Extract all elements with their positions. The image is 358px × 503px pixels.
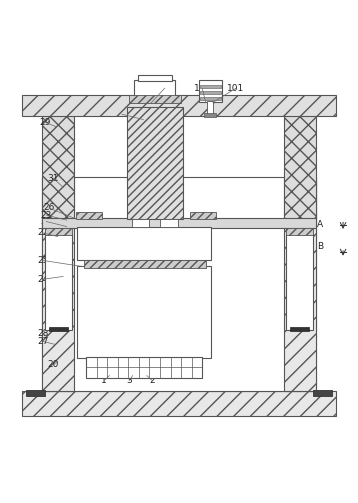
Bar <box>313 389 332 396</box>
Bar <box>26 389 45 396</box>
Text: A: A <box>317 220 323 229</box>
Text: 20: 20 <box>48 361 59 369</box>
Bar <box>77 267 211 359</box>
Text: 102: 102 <box>194 83 211 93</box>
Text: B: B <box>317 242 323 252</box>
Bar <box>42 114 74 219</box>
Text: 25: 25 <box>37 256 48 265</box>
Bar <box>284 177 316 390</box>
Bar <box>129 95 181 103</box>
Bar <box>204 113 216 117</box>
Bar <box>45 227 72 235</box>
Bar <box>42 218 316 228</box>
Bar <box>132 219 149 226</box>
Text: 101: 101 <box>227 83 245 93</box>
Bar <box>200 91 221 94</box>
Text: 31: 31 <box>48 174 59 183</box>
Bar <box>207 101 213 114</box>
Bar <box>42 177 316 390</box>
Text: 24: 24 <box>37 275 48 284</box>
Bar <box>22 95 336 116</box>
Bar <box>286 227 313 235</box>
Bar <box>200 85 221 88</box>
Bar <box>138 74 172 81</box>
Text: 100: 100 <box>156 83 173 93</box>
Text: 29: 29 <box>40 118 51 127</box>
Bar <box>84 260 206 268</box>
Bar <box>190 212 217 219</box>
Text: 30: 30 <box>116 110 128 119</box>
Bar <box>284 114 316 219</box>
Bar <box>127 107 183 219</box>
Bar <box>22 390 336 415</box>
Bar <box>49 327 68 330</box>
Bar <box>77 226 211 261</box>
Bar <box>134 80 175 97</box>
Bar <box>286 234 313 330</box>
Text: 2: 2 <box>149 376 155 385</box>
Text: 1: 1 <box>101 376 107 385</box>
Text: 3: 3 <box>126 376 132 385</box>
Bar <box>199 80 222 102</box>
Bar <box>76 212 102 219</box>
Bar <box>42 177 74 390</box>
Text: 22: 22 <box>37 228 48 237</box>
Bar <box>86 357 202 378</box>
Text: 26: 26 <box>43 204 54 212</box>
Bar <box>160 219 178 226</box>
Text: 28: 28 <box>37 329 48 338</box>
Bar <box>290 327 309 330</box>
Bar <box>200 97 221 100</box>
Text: 23: 23 <box>41 211 52 220</box>
Text: 21: 21 <box>41 217 52 226</box>
Text: 27: 27 <box>37 337 48 346</box>
Bar <box>45 234 72 330</box>
